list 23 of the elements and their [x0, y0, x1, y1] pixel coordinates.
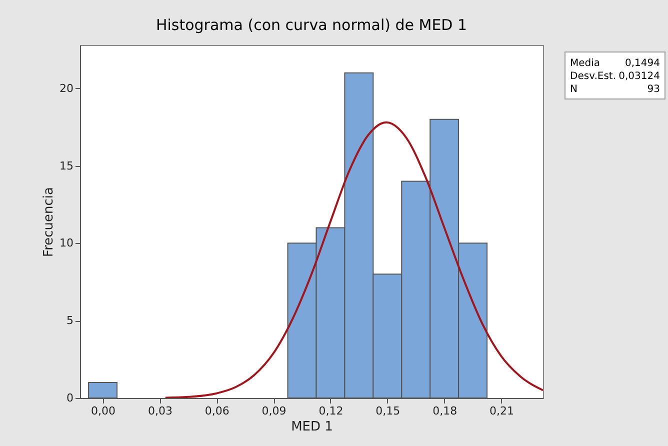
y-axis-title: Frecuencia [42, 187, 57, 257]
text: Media [570, 58, 600, 69]
y-tick-label: 5 [66, 314, 74, 328]
x-tick-label: 0,18 [432, 404, 458, 418]
y-tick-label: 15 [60, 159, 74, 172]
x-tick-label: 0,09 [262, 404, 286, 418]
text: N [570, 84, 578, 95]
line-series [164, 121, 543, 398]
x-tick-label: 0,06 [204, 404, 230, 418]
text: 93 [647, 84, 660, 95]
x-tick-label: 0,21 [490, 404, 514, 418]
chart-title: Histograma (con curva normal) de MED 1 [156, 16, 468, 34]
text: 0,1494 [625, 58, 660, 69]
x-tick-label: 0,12 [318, 404, 344, 418]
x-axis-title: MED 1 [291, 420, 333, 434]
y-tick-label: 10 [60, 236, 74, 250]
text: 0,03124 [618, 71, 660, 82]
y-tick-label: 0 [66, 392, 74, 404]
x-tick-label: 0,15 [376, 404, 400, 418]
x-tick-label: 0,03 [148, 404, 172, 418]
text: Desv.Est. [570, 71, 616, 82]
y-tick-label: 20 [60, 82, 74, 95]
x-tick-label: 0,00 [91, 404, 116, 418]
